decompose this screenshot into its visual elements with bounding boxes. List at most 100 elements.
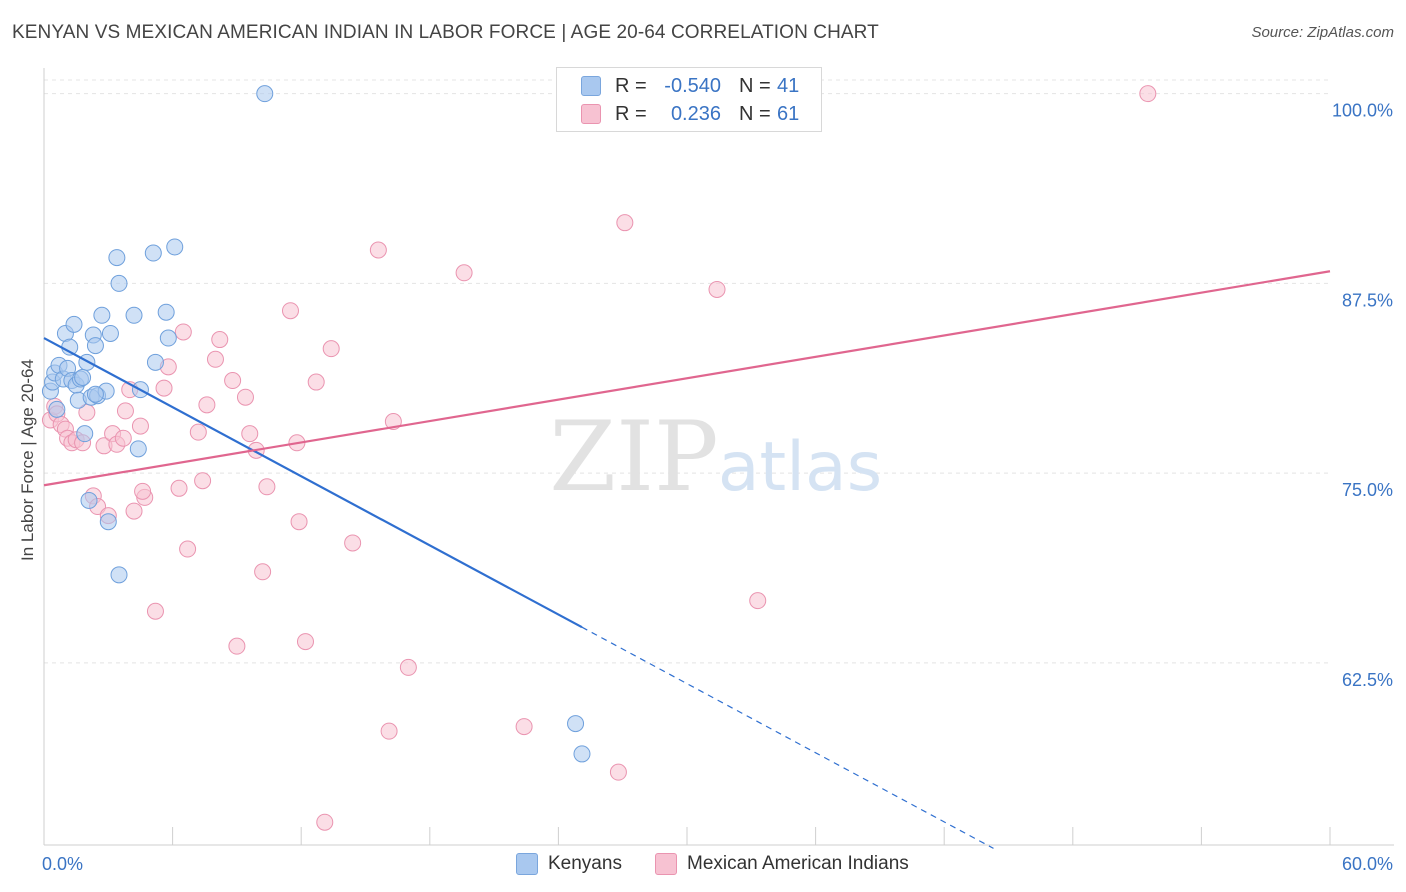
point-mexican-american-indians: [399, 658, 417, 676]
point-mexican-american-indians: [258, 478, 276, 496]
point-mexican-american-indians: [515, 718, 533, 736]
y-tick-label: 100.0%: [1332, 101, 1393, 121]
point-kenyans: [110, 274, 128, 292]
point-kenyans: [65, 315, 83, 333]
bottom-legend-swatch-mexican-american-indians: [655, 853, 677, 875]
tick-labels: 62.5% 75.0% 87.5% 100.0% 0.0% 60.0%: [42, 101, 1393, 874]
y-axis-label: In Labor Force | Age 20-64: [18, 359, 37, 561]
point-kenyans: [80, 491, 98, 509]
point-mexican-american-indians: [194, 472, 212, 490]
point-mexican-american-indians: [241, 425, 259, 443]
point-mexican-american-indians: [380, 722, 398, 740]
point-mexican-american-indians: [114, 429, 132, 447]
point-kenyans: [108, 249, 126, 267]
point-kenyans: [99, 513, 117, 531]
point-kenyans: [76, 425, 94, 443]
point-kenyans: [573, 745, 591, 763]
point-kenyans: [93, 306, 111, 324]
point-mexican-american-indians: [708, 280, 726, 298]
point-mexican-american-indians: [174, 323, 192, 341]
correlation-legend: R = -0.540 N = 41 R = 0.236 N = 61: [556, 67, 822, 132]
watermark-zip: ZIP: [549, 401, 718, 513]
source-credit: Source: ZipAtlas.com: [1251, 24, 1394, 41]
point-mexican-american-indians: [206, 350, 224, 368]
point-mexican-american-indians: [609, 763, 627, 781]
legend-n-value: 61: [777, 102, 800, 125]
point-mexican-american-indians: [170, 479, 188, 497]
point-mexican-american-indians: [189, 423, 207, 441]
bottom-legend-mexican-american-indians: Mexican American Indians: [655, 852, 909, 876]
point-kenyans: [157, 303, 175, 321]
point-mexican-american-indians: [125, 502, 143, 520]
legend-n-value: 41: [777, 74, 800, 97]
point-mexican-american-indians: [146, 602, 164, 620]
point-mexican-american-indians: [296, 633, 314, 651]
legend-row-kenyans: R = -0.540 N = 41: [581, 73, 799, 99]
point-kenyans: [86, 337, 104, 355]
bottom-legend-kenyans: Kenyans: [516, 852, 622, 876]
point-kenyans: [146, 353, 164, 371]
legend-r-label: R =: [615, 102, 647, 125]
point-kenyans: [166, 238, 184, 256]
y-tick-label: 75.0%: [1342, 480, 1393, 500]
bottom-legend-swatch-kenyans: [516, 853, 538, 875]
point-mexican-american-indians: [1139, 85, 1157, 103]
point-mexican-american-indians: [616, 214, 634, 232]
chart-title: KENYAN VS MEXICAN AMERICAN INDIAN IN LAB…: [12, 22, 879, 43]
legend-r-value: -0.540: [664, 74, 721, 97]
point-mexican-american-indians: [155, 379, 173, 397]
point-kenyans: [74, 369, 92, 386]
point-mexican-american-indians: [281, 302, 299, 320]
point-kenyans: [144, 244, 162, 262]
point-mexican-american-indians: [344, 534, 362, 552]
data-points: [41, 85, 1157, 831]
point-kenyans: [86, 385, 104, 403]
gridlines: [44, 79, 1330, 664]
bottom-legend-label-mexican-american-indians: Mexican American Indians: [687, 853, 909, 874]
point-kenyans: [101, 324, 119, 342]
trend-lines: [43, 270, 1331, 849]
point-mexican-american-indians: [198, 396, 216, 414]
point-mexican-american-indians: [179, 540, 197, 558]
point-kenyans: [48, 400, 66, 418]
point-mexican-american-indians: [224, 372, 242, 390]
point-mexican-american-indians: [116, 402, 134, 420]
legend-swatch-kenyans: [581, 76, 601, 96]
point-kenyans: [129, 440, 147, 458]
point-mexican-american-indians: [228, 637, 246, 655]
bottom-legend-label-kenyans: Kenyans: [548, 853, 622, 874]
point-mexican-american-indians: [131, 417, 149, 435]
point-kenyans: [567, 715, 585, 733]
point-mexican-american-indians: [316, 813, 334, 831]
legend-r-value: 0.236: [670, 102, 721, 125]
point-mexican-american-indians: [307, 373, 325, 391]
point-kenyans: [125, 306, 143, 324]
point-mexican-american-indians: [290, 513, 308, 531]
trend-line-kenyans-extrapolated: [581, 626, 994, 849]
point-mexican-american-indians: [322, 340, 340, 358]
x-tick-label: 60.0%: [1342, 854, 1393, 874]
point-mexican-american-indians: [369, 241, 387, 259]
legend-r-label: R =: [615, 74, 647, 97]
legend-swatch-mexican-american-indians: [581, 104, 601, 124]
watermark: ZIP atlas: [549, 401, 882, 513]
trend-line-mexican-american-indians: [43, 270, 1331, 487]
axes: [43, 68, 1394, 846]
x-tick-label: 0.0%: [42, 854, 83, 874]
point-mexican-american-indians: [134, 482, 152, 500]
point-mexican-american-indians: [749, 592, 767, 610]
point-mexican-american-indians: [254, 563, 272, 581]
point-mexican-american-indians: [236, 388, 254, 406]
point-mexican-american-indians: [211, 331, 229, 349]
trend-line-kenyans: [43, 337, 583, 629]
legend-row-mexican-american-indians: R = 0.236 N = 61: [581, 101, 799, 127]
legend-n-label: N =: [739, 102, 771, 125]
point-kenyans: [256, 85, 274, 103]
point-kenyans: [110, 566, 128, 584]
legend-n-label: N =: [739, 74, 771, 97]
y-tick-label: 62.5%: [1342, 670, 1393, 690]
point-kenyans: [159, 329, 177, 347]
y-tick-label: 87.5%: [1342, 290, 1393, 310]
point-mexican-american-indians: [455, 264, 473, 282]
